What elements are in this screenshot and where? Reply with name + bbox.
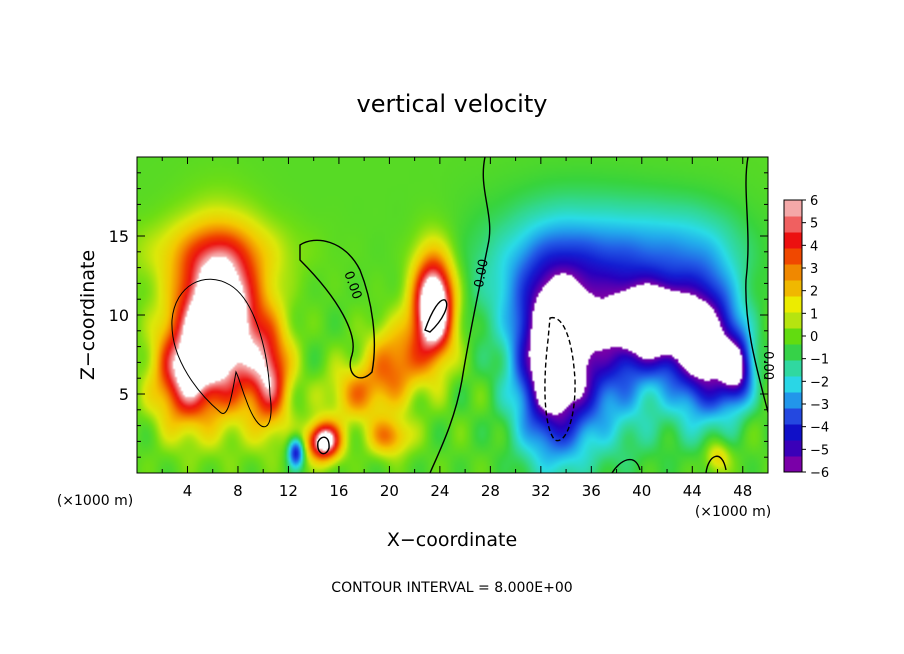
colorbar-swatch — [784, 264, 802, 281]
contour-line — [745, 157, 768, 416]
x-tick-label: 36 — [582, 482, 601, 500]
colorbar-tick-label: 5 — [810, 217, 818, 232]
colorbar-swatch — [784, 408, 802, 425]
x-tick-label: 20 — [380, 482, 399, 500]
colorbar-tick-label: −5 — [810, 443, 829, 458]
colorbar-tick-label: 0 — [810, 330, 818, 345]
plot-area — [137, 157, 768, 473]
colorbar-swatch — [784, 328, 802, 345]
contour-interval-note: CONTOUR INTERVAL = 8.000E+00 — [331, 580, 572, 596]
contour-line — [544, 316, 576, 442]
colorbar-swatch — [784, 360, 802, 377]
colorbar-swatch — [784, 376, 802, 393]
contour-line — [171, 278, 272, 428]
x-tick-label: 28 — [481, 482, 500, 500]
x-tick-label: 24 — [430, 482, 449, 500]
colorbar-swatch — [784, 424, 802, 441]
y-tick-label: 5 — [119, 385, 129, 404]
colorbar-swatch — [784, 440, 802, 457]
colorbar-tick-label: −6 — [810, 466, 829, 481]
y-axis: 5 10 15 — [109, 172, 768, 458]
contour-line — [429, 157, 491, 473]
x-tick-label: 48 — [733, 482, 752, 500]
colorbar-swatch — [784, 344, 802, 361]
contour-label: 0.00 — [760, 351, 775, 380]
x-tick-label: 40 — [632, 482, 651, 500]
x-axis: 4 8 12 16 20 24 28 32 36 40 44 48 — [161, 157, 752, 500]
x-tick-label: 4 — [183, 482, 193, 500]
x-tick-label: 44 — [683, 482, 702, 500]
contour-line — [611, 458, 641, 473]
y-tick-label: 10 — [109, 306, 129, 325]
colorbar-swatch — [784, 312, 802, 329]
chart-title: vertical velocity — [357, 90, 548, 118]
y-axis-label: Z−coordinate — [77, 250, 99, 380]
x-tick-label: 32 — [531, 482, 550, 500]
colorbar-swatch — [784, 296, 802, 313]
colorbar-tick-label: −2 — [810, 375, 829, 390]
colorbar-swatch — [784, 456, 802, 473]
colorbar-tick-label: 6 — [810, 194, 818, 209]
colorbar-tick-label: 3 — [810, 262, 818, 277]
colorbar-swatch — [784, 216, 802, 233]
colorbar-swatch — [784, 200, 802, 217]
contour-line — [299, 239, 376, 379]
y-tick-label: 15 — [109, 227, 129, 246]
colorbar-tick-label: 4 — [810, 239, 818, 254]
contour-line — [705, 455, 727, 473]
colorbar-tick-label: −4 — [810, 421, 829, 436]
colorbar-tick-label: 1 — [810, 307, 818, 322]
x-tick-label: 8 — [233, 482, 243, 500]
colorbar-swatch — [784, 248, 802, 265]
colorbar-swatch — [784, 392, 802, 409]
colorbar-tick-label: −1 — [810, 353, 829, 368]
colorbar-tick-label: −3 — [810, 398, 829, 413]
colorbar-swatch — [784, 232, 802, 249]
x-unit-right: (×1000 m) — [695, 504, 771, 520]
x-axis-label: X−coordinate — [387, 529, 517, 551]
contour-line — [424, 299, 448, 333]
colorbar: 6 5 4 3 2 1 0 −1 −2 −3 −4 −5 −6 — [783, 194, 829, 481]
contour-lines — [171, 157, 768, 473]
colorbar-tick-label: 2 — [810, 285, 818, 300]
x-tick-label: 16 — [329, 482, 348, 500]
colorbar-swatch — [784, 280, 802, 297]
x-tick-label: 12 — [279, 482, 298, 500]
velocity-field — [137, 157, 768, 473]
contour-label: 0.00 — [472, 258, 492, 289]
contour-line — [317, 436, 330, 455]
x-unit-left: (×1000 m) — [57, 493, 133, 509]
